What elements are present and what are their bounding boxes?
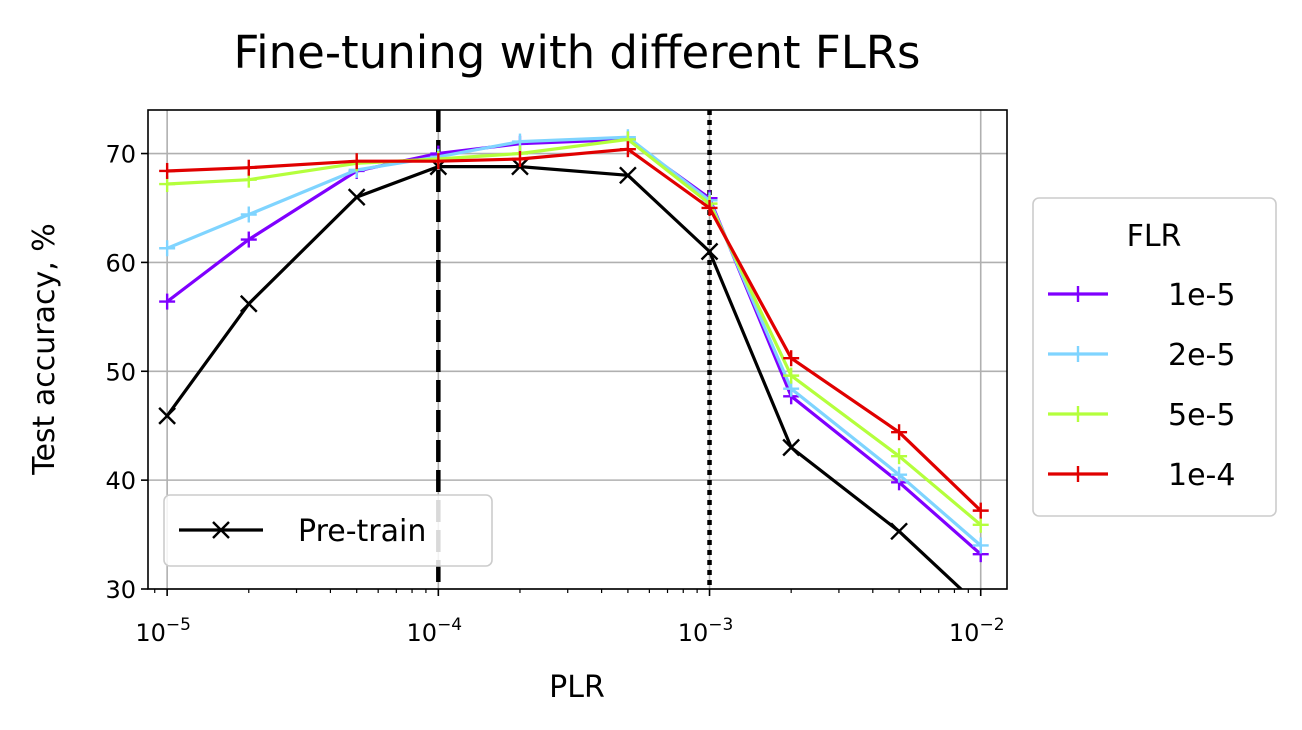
data-point-pre-train bbox=[619, 166, 637, 185]
series-pre-train bbox=[158, 157, 989, 616]
legend-label: 1e-5 bbox=[1168, 278, 1235, 313]
data-point-2e-5 bbox=[972, 537, 989, 554]
data-point-pre-train bbox=[239, 294, 258, 313]
legend-entry-5e-5: 5e-5 bbox=[1048, 398, 1235, 433]
legend-label: Pre-train bbox=[298, 514, 426, 549]
legend-label: 5e-5 bbox=[1168, 398, 1235, 433]
data-point-1e-5 bbox=[240, 231, 257, 248]
y-tick-label: 60 bbox=[105, 249, 136, 277]
legend-entry-1e-5: 1e-5 bbox=[1048, 278, 1235, 313]
series-line-1e-4 bbox=[167, 147, 982, 512]
legend-frame bbox=[163, 494, 493, 567]
legend-marker-5e-5 bbox=[1070, 406, 1086, 422]
data-point-5e-5 bbox=[783, 367, 800, 384]
series-line-2e-5 bbox=[166, 135, 982, 547]
data-point-2e-5 bbox=[891, 466, 908, 483]
data-point-1e-4 bbox=[619, 141, 636, 158]
x-tick-label: 10−5 bbox=[135, 615, 191, 647]
y-tick-label: 40 bbox=[105, 467, 136, 495]
data-point-pre-train bbox=[347, 188, 366, 206]
legend-label: 2e-5 bbox=[1168, 338, 1235, 373]
data-point-1e-4 bbox=[511, 150, 528, 167]
legend-marker-2e-5 bbox=[1070, 346, 1086, 362]
x-axis-label: PLR bbox=[549, 670, 605, 705]
series-line-5e-5 bbox=[167, 137, 982, 527]
series-5e-5 bbox=[159, 131, 989, 533]
legend-label: 1e-4 bbox=[1168, 458, 1235, 493]
data-point-1e-4 bbox=[701, 199, 718, 216]
y-tick-label: 30 bbox=[105, 576, 136, 604]
data-point-1e-5 bbox=[159, 293, 176, 310]
series-layer bbox=[158, 129, 989, 616]
legend-entry-2e-5: 2e-5 bbox=[1048, 338, 1235, 373]
y-tick-label: 50 bbox=[105, 358, 136, 386]
data-point-1e-4 bbox=[783, 350, 800, 367]
series-2e-5 bbox=[159, 129, 989, 554]
data-point-1e-4 bbox=[240, 159, 257, 176]
data-point-pre-train bbox=[158, 407, 176, 425]
data-point-2e-5 bbox=[159, 240, 176, 257]
series-line-1e-5 bbox=[166, 137, 982, 556]
legend-marker-1e-4 bbox=[1070, 466, 1086, 482]
legend-marker-1e-5 bbox=[1070, 286, 1086, 302]
data-point-5e-5 bbox=[972, 516, 989, 533]
data-point-1e-4 bbox=[348, 153, 365, 170]
x-tick-label: 10−4 bbox=[407, 615, 463, 647]
series-line-pre-train bbox=[165, 165, 964, 589]
legend-frame bbox=[1032, 197, 1277, 517]
legends: FLR 1e-5 2e-5 5e-5 1e-4 Pre-train bbox=[163, 197, 1277, 567]
legend-entry-1e-4: 1e-4 bbox=[1048, 458, 1235, 493]
data-point-1e-4 bbox=[430, 153, 447, 170]
data-point-2e-5 bbox=[240, 206, 257, 223]
data-point-5e-5 bbox=[891, 448, 908, 465]
series-1e-4 bbox=[159, 141, 989, 519]
data-point-pre-train bbox=[890, 522, 908, 541]
x-tick-label: 10−3 bbox=[678, 615, 734, 647]
data-point-pre-train bbox=[700, 242, 719, 261]
data-point-pre-train bbox=[782, 438, 801, 457]
data-point-1e-4 bbox=[159, 162, 176, 179]
legend-marker-pre-train bbox=[212, 521, 230, 539]
legend-title: FLR bbox=[1127, 219, 1182, 254]
y-axis-label: Test accuracy, % bbox=[27, 223, 62, 476]
legend-pretrain: Pre-train bbox=[163, 494, 493, 567]
data-point-1e-4 bbox=[972, 502, 989, 519]
chart-title: Fine-tuning with different FLRs bbox=[234, 26, 921, 79]
data-point-pre-train bbox=[973, 600, 989, 616]
plot-frame bbox=[147, 109, 1008, 590]
legend-flr: FLR 1e-5 2e-5 5e-5 1e-4 bbox=[1032, 197, 1277, 517]
axis-ticks: 30 40 50 60 70 10−5 10−4 10−3 10−2 bbox=[105, 141, 1004, 647]
x-tick-label: 10−2 bbox=[949, 615, 1005, 647]
y-tick-label: 70 bbox=[105, 141, 136, 169]
data-point-1e-4 bbox=[891, 424, 908, 441]
